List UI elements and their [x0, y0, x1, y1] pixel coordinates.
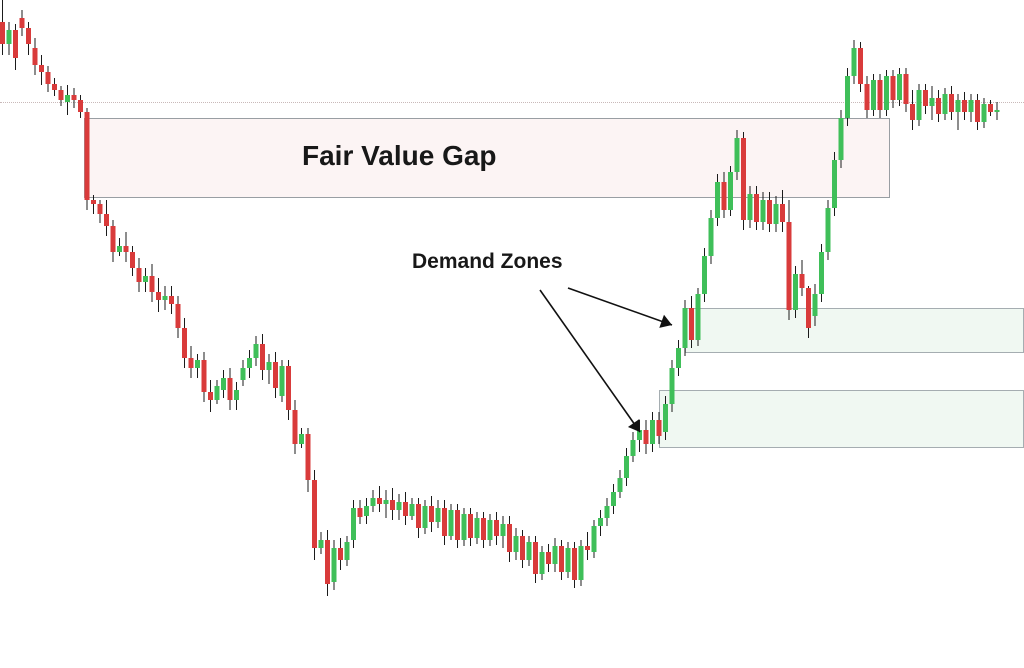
candlestick-chart: Fair Value Gap Demand Zones [0, 0, 1024, 668]
fvg-label: Fair Value Gap [302, 140, 497, 172]
demand-zones-label: Demand Zones [412, 250, 563, 274]
annotation-arrows [0, 0, 1024, 668]
